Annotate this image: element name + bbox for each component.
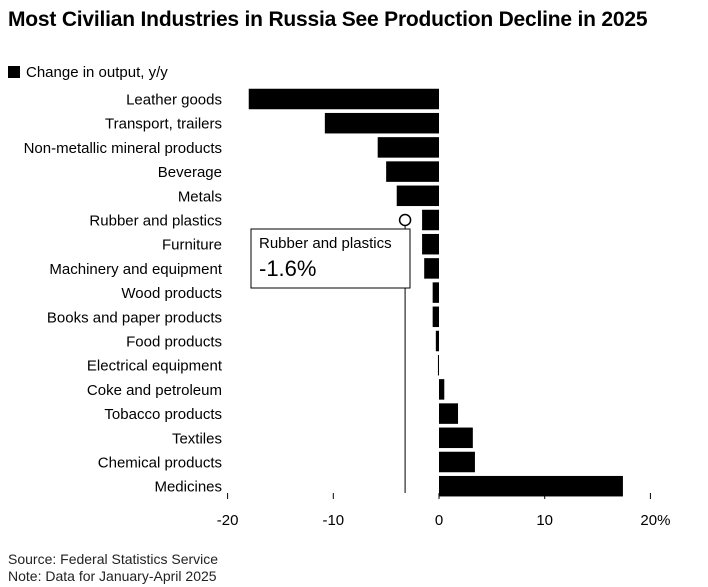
bar-books-and-paper-products xyxy=(432,306,439,328)
legend-label: Change in output, y/y xyxy=(26,64,168,81)
category-label: Non-metallic mineral products xyxy=(24,140,222,157)
category-label: Chemical products xyxy=(98,455,222,472)
bar-textiles xyxy=(439,427,473,449)
category-label: Tobacco products xyxy=(104,406,222,423)
legend-swatch xyxy=(8,66,20,78)
x-tick-label: -20 xyxy=(217,512,239,529)
data-note: Note: Data for January-April 2025 xyxy=(8,568,217,584)
bars-group xyxy=(248,88,623,497)
category-label: Leather goods xyxy=(126,92,222,109)
x-tick-label: 10 xyxy=(536,512,553,529)
bar-leather-goods xyxy=(248,88,439,110)
category-label: Metals xyxy=(178,188,222,205)
bar-tobacco-products xyxy=(439,403,459,424)
category-labels: Leather goods Transport, trailers Non-meta… xyxy=(24,92,223,496)
x-tick-label: 20% xyxy=(640,512,670,529)
category-label: Textiles xyxy=(172,430,222,447)
bar-food-products xyxy=(435,330,439,352)
bar-metals xyxy=(396,185,439,207)
category-label: Furniture xyxy=(162,237,222,254)
source-note: Source: Federal Statistics Service xyxy=(8,551,219,567)
bar-wood-products xyxy=(432,282,439,303)
bar-coke-and-petroleum xyxy=(439,379,445,400)
x-axis-ticks: -20 -10 0 10 20% xyxy=(217,493,670,529)
category-label: Rubber and plastics xyxy=(89,213,222,230)
bar-electrical-equipment xyxy=(437,354,439,376)
category-label: Wood products xyxy=(121,285,222,302)
category-label: Food products xyxy=(126,334,222,351)
annotation-label: Rubber and plastics xyxy=(259,235,392,252)
footer: Source: Federal Statistics Service Note:… xyxy=(8,551,218,585)
annotation-group: Rubber and plastics -1.6% xyxy=(250,213,412,493)
category-label: Beverage xyxy=(158,164,222,181)
category-label: Coke and petroleum xyxy=(87,382,222,399)
chart-title: Most Civilian Industries in Russia See P… xyxy=(8,8,648,31)
category-label: Transport, trailers xyxy=(105,116,222,133)
category-label: Electrical equipment xyxy=(87,358,223,375)
bar-beverage xyxy=(386,161,439,182)
bar-machinery-and-equipment xyxy=(424,258,439,279)
bar-chemical-products xyxy=(439,451,475,473)
legend: Change in output, y/y xyxy=(8,64,168,82)
annotation-marker xyxy=(398,213,412,227)
bar-rubber-and-plastics xyxy=(422,209,439,231)
bar-transport-trailers xyxy=(324,112,439,134)
x-tick-label: 0 xyxy=(435,512,443,529)
category-label: Books and paper products xyxy=(47,309,222,326)
annotation-value: -1.6% xyxy=(259,256,316,281)
annotation-box xyxy=(250,228,411,289)
x-tick-label: -10 xyxy=(322,512,344,529)
bar-non-metallic-mineral-products xyxy=(377,137,439,158)
category-label: Medicines xyxy=(154,479,222,496)
bar-furniture xyxy=(422,233,439,255)
category-label: Machinery and equipment xyxy=(49,261,222,278)
bar-medicines xyxy=(439,475,623,497)
